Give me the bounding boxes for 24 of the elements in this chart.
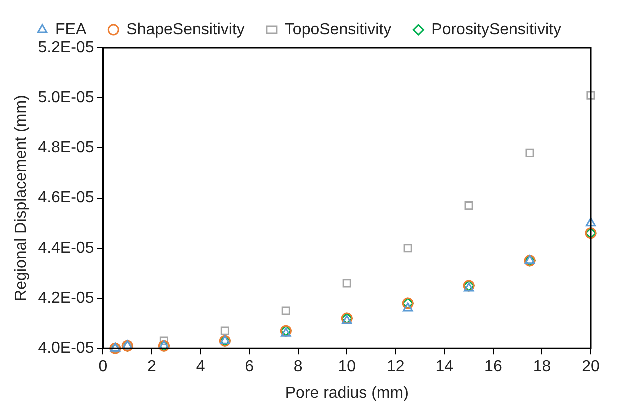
x-tick-label: 18 <box>533 358 552 376</box>
y-tick-label: 4.0E-05 <box>38 340 94 358</box>
x-tick-label: 8 <box>294 358 303 376</box>
y-axis-title: Regional Displacement (mm) <box>13 95 30 302</box>
x-tick-label: 14 <box>436 358 454 376</box>
legend-label: FEA <box>56 21 87 38</box>
y-tick-label: 5.2E-05 <box>38 39 94 56</box>
x-tick-label: 0 <box>98 358 108 376</box>
x-tick-label: 20 <box>582 358 600 376</box>
x-tick-label: 4 <box>196 358 206 376</box>
legend-label: PorositySensitivity <box>432 21 562 38</box>
x-tick-label: 16 <box>484 358 502 376</box>
legend-label: TopoSensitivity <box>284 21 392 38</box>
y-tick-label: 4.4E-05 <box>38 240 94 257</box>
x-tick-label: 10 <box>338 358 356 376</box>
legend-label: ShapeSensitivity <box>126 21 245 38</box>
y-tick-label: 4.6E-05 <box>38 190 94 207</box>
x-tick-label: 12 <box>386 358 405 376</box>
y-tick-label: 5.0E-05 <box>38 90 94 107</box>
x-axis-title: Pore radius (mm) <box>285 384 409 402</box>
x-tick-label: 6 <box>245 358 254 376</box>
y-tick-label: 4.2E-05 <box>38 290 94 307</box>
x-tick-label: 2 <box>148 358 157 376</box>
y-tick-label: 4.8E-05 <box>38 140 94 157</box>
